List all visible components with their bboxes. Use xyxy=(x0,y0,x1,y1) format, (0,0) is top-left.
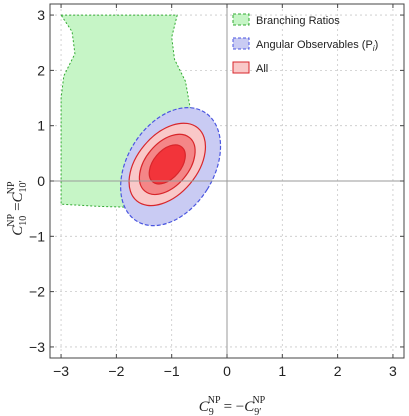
x-title-rhs: C xyxy=(244,399,255,415)
y-tick-label: 2 xyxy=(37,62,45,78)
x-tick-label: −2 xyxy=(108,363,124,379)
y-title-lhs-sub: 10 xyxy=(18,216,29,226)
x-tick-label: 2 xyxy=(334,363,342,379)
y-tick-label: −3 xyxy=(29,339,45,355)
legend-swatch-all xyxy=(232,61,250,74)
tick-labels: −3 −2 −1 0 1 2 3 −3 −2 −1 0 1 2 3 xyxy=(29,7,397,379)
y-title-eq: = xyxy=(10,202,26,210)
x-tick-label: −3 xyxy=(53,363,69,379)
y-title-rhs-sup: NP xyxy=(6,181,17,194)
y-title-rhs: C xyxy=(10,191,26,202)
x-tick-label: 0 xyxy=(223,363,231,379)
x-tick-label: 1 xyxy=(278,363,286,379)
x-tick-label: −1 xyxy=(164,363,180,379)
y-tick-label: −1 xyxy=(29,228,45,244)
legend-swatch-ang xyxy=(232,37,250,50)
legend-swatch-br xyxy=(232,13,250,26)
legend: Branching Ratios Angular Observables (Pi)… xyxy=(232,13,378,75)
zero-axes xyxy=(50,4,404,358)
x-title-rhs-sup: NP xyxy=(252,395,265,406)
legend-label-br: Branching Ratios xyxy=(256,15,340,27)
y-tick-label: 1 xyxy=(37,118,45,134)
contour-regions xyxy=(60,14,222,227)
tick-marks xyxy=(50,4,404,358)
y-title-lhs: C xyxy=(10,225,26,236)
y-tick-label: −2 xyxy=(29,284,45,300)
y-tick-label: 3 xyxy=(37,7,45,23)
x-title-eq: = − xyxy=(224,399,245,415)
y-tick-label: 0 xyxy=(37,173,45,189)
x-title-lhs: C xyxy=(199,399,210,415)
region-all-level-3 xyxy=(148,144,186,185)
y-title-rhs-sub: 10′ xyxy=(18,180,29,192)
legend-label-all: All xyxy=(256,63,268,75)
legend-label-ang: Angular Observables (Pi) xyxy=(256,39,378,53)
x-title-lhs-sub: 9 xyxy=(209,407,214,416)
y-title-lhs-sup: NP xyxy=(6,214,17,227)
x-title-lhs-sup: NP xyxy=(208,395,221,406)
y-axis-title: C10NP=C10′NP xyxy=(6,180,29,235)
x-tick-label: 3 xyxy=(389,363,397,379)
x-axis-title: C9NP = −C9′NP xyxy=(199,395,266,416)
x-title-rhs-sub: 9′ xyxy=(254,407,261,416)
